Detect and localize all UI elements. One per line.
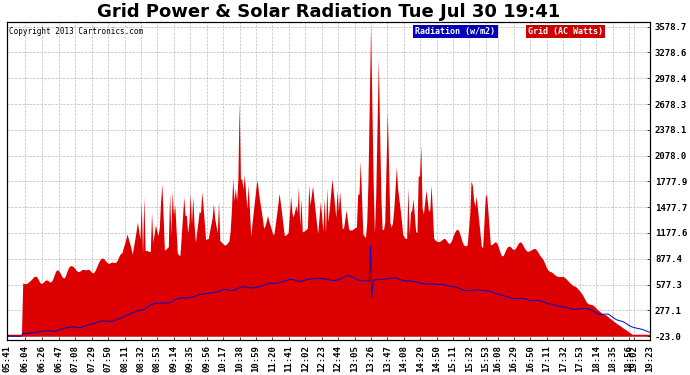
Text: Grid (AC Watts): Grid (AC Watts) [528, 27, 603, 36]
Title: Grid Power & Solar Radiation Tue Jul 30 19:41: Grid Power & Solar Radiation Tue Jul 30 … [97, 3, 560, 21]
Text: Copyright 2013 Cartronics.com: Copyright 2013 Cartronics.com [8, 27, 143, 36]
Text: Radiation (w/m2): Radiation (w/m2) [415, 27, 495, 36]
